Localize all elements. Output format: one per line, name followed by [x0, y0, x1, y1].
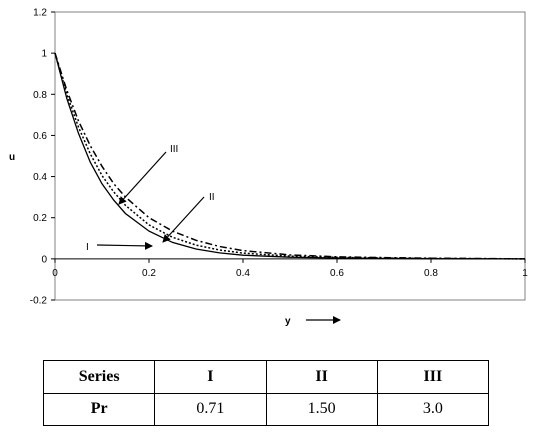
- x-tick-label: 0.4: [236, 268, 250, 279]
- annotation-arrow-I: [96, 241, 153, 250]
- x-axis-label: y: [285, 316, 291, 327]
- plot-area: [54, 11, 526, 301]
- pr-value-ii: 1.50: [265, 392, 378, 426]
- x-tick-label: 0: [52, 268, 58, 279]
- prandtl-table: Series I II III Pr 0.71 1.50 3.0: [42, 360, 490, 426]
- y-tick-label: 1: [41, 49, 47, 60]
- y-tick-label: 0.8: [33, 90, 47, 101]
- annotation-arrow-III: [118, 151, 167, 205]
- x-tick-label: 0.6: [330, 268, 344, 279]
- y-tick-label: 1.2: [33, 8, 47, 19]
- x-tick-label: 1: [522, 268, 528, 279]
- y-tick-label: -0.2: [30, 296, 48, 307]
- series-lines: [54, 52, 526, 260]
- y-tick-label: 0.4: [33, 172, 47, 183]
- y-tick-label: 0: [41, 254, 47, 265]
- pr-value-iii: 3.0: [376, 392, 490, 426]
- series-line-iii: [54, 52, 526, 260]
- row-label-pr: Pr: [42, 392, 156, 426]
- pr-value-i: 0.71: [154, 392, 267, 426]
- series-line-ii: [54, 52, 526, 260]
- annotation-label-III: III: [170, 144, 178, 155]
- annotation-label-I: I: [86, 242, 89, 253]
- x-tick-label: 0.8: [424, 268, 438, 279]
- y-axis-ticks: -0.2 0 0.2 0.4 0.6 0.8 1 1.2: [30, 8, 55, 307]
- annotation-arrow-II: [162, 196, 205, 243]
- y-tick-label: 0.2: [33, 213, 47, 224]
- y-axis-label: u: [9, 152, 15, 163]
- header-cell-iii: III: [376, 360, 490, 394]
- header-cell-i: I: [154, 360, 267, 394]
- header-cell-ii: II: [265, 360, 378, 394]
- header-cell-series: Series: [42, 360, 156, 394]
- annotation-label-II: II: [209, 192, 215, 203]
- table-header-row: Series I II III: [42, 360, 490, 394]
- x-axis-ticks: 0 0.2 0.4 0.6 0.8 1: [52, 258, 528, 279]
- y-tick-label: 0.6: [33, 131, 47, 142]
- line-chart: -0.2 0 0.2 0.4 0.6 0.8 1 1.2 0 0.2 0.4 0.6 0.8 1 u y…: [9, 8, 528, 328]
- x-tick-label: 0.2: [142, 268, 156, 279]
- table-row: Pr 0.71 1.50 3.0: [42, 392, 490, 426]
